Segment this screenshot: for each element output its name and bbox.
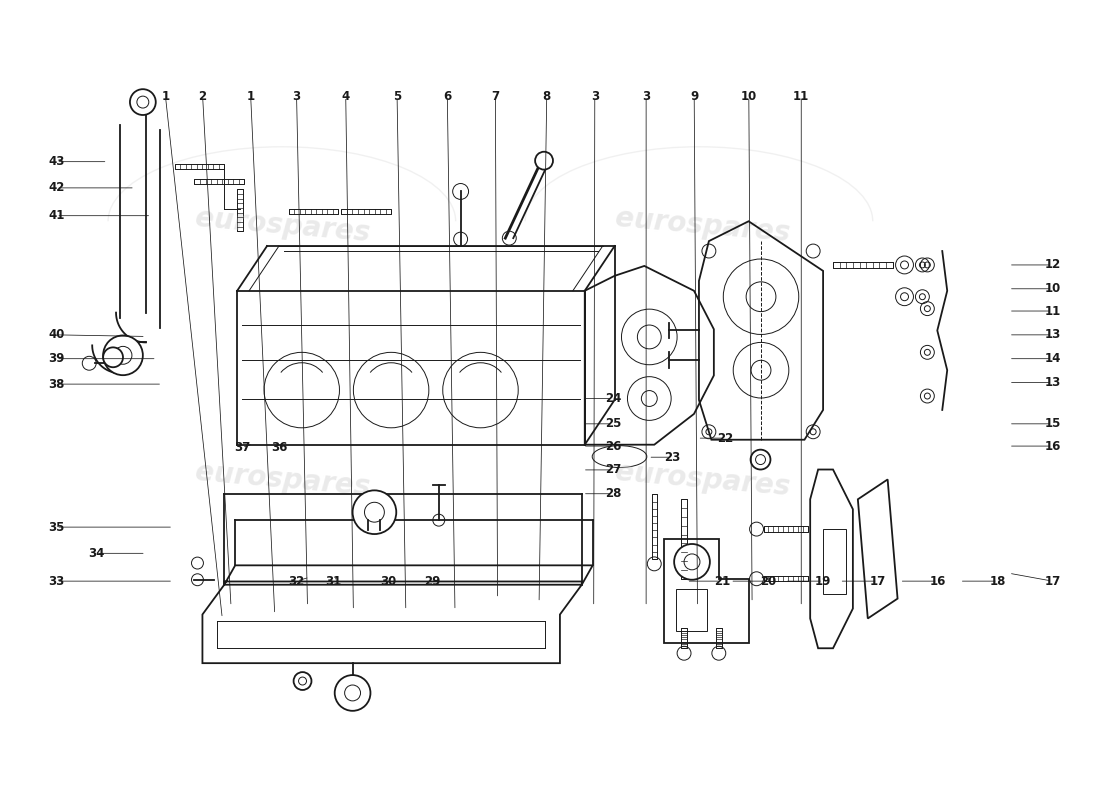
- Text: 1: 1: [162, 90, 169, 103]
- Text: 16: 16: [930, 574, 946, 588]
- Circle shape: [103, 347, 123, 367]
- Text: 35: 35: [48, 521, 65, 534]
- Text: eurospares: eurospares: [614, 204, 792, 247]
- Circle shape: [103, 335, 143, 375]
- Text: 17: 17: [870, 574, 886, 588]
- Text: 38: 38: [48, 378, 65, 390]
- Text: 32: 32: [288, 574, 305, 588]
- Text: 39: 39: [48, 352, 65, 365]
- Circle shape: [535, 152, 553, 170]
- Text: 37: 37: [234, 441, 250, 454]
- Text: 7: 7: [492, 90, 499, 103]
- Text: eurospares: eurospares: [614, 458, 792, 501]
- Text: 10: 10: [1044, 282, 1060, 295]
- Text: 15: 15: [1044, 418, 1060, 430]
- Text: 23: 23: [664, 450, 681, 464]
- Circle shape: [353, 490, 396, 534]
- Text: 4: 4: [342, 90, 350, 103]
- Text: 34: 34: [88, 547, 104, 560]
- Text: 26: 26: [605, 439, 621, 453]
- Text: eurospares: eurospares: [194, 458, 371, 501]
- Text: 2: 2: [199, 90, 207, 103]
- Text: 12: 12: [1044, 258, 1060, 271]
- Text: 11: 11: [1044, 305, 1060, 318]
- Text: 3: 3: [591, 90, 598, 103]
- Circle shape: [334, 675, 371, 711]
- Text: 3: 3: [642, 90, 650, 103]
- Circle shape: [130, 89, 156, 115]
- Text: 21: 21: [715, 574, 730, 588]
- Circle shape: [674, 544, 710, 580]
- Text: 17: 17: [1044, 574, 1060, 588]
- Text: eurospares: eurospares: [194, 204, 371, 247]
- Text: 28: 28: [605, 487, 621, 500]
- Circle shape: [294, 672, 311, 690]
- Text: 19: 19: [815, 574, 832, 588]
- Text: 25: 25: [605, 418, 621, 430]
- Text: 1: 1: [246, 90, 255, 103]
- Text: 22: 22: [717, 432, 733, 445]
- Text: 13: 13: [1044, 328, 1060, 342]
- Text: 36: 36: [271, 441, 287, 454]
- Text: 31: 31: [326, 574, 342, 588]
- Text: 20: 20: [760, 574, 777, 588]
- Text: 6: 6: [443, 90, 451, 103]
- Text: 16: 16: [1044, 439, 1060, 453]
- Text: 5: 5: [393, 90, 402, 103]
- Text: 42: 42: [48, 182, 65, 194]
- Text: 43: 43: [48, 155, 65, 168]
- Text: 10: 10: [740, 90, 757, 103]
- Text: 30: 30: [381, 574, 396, 588]
- Text: 27: 27: [605, 463, 621, 477]
- Text: 24: 24: [605, 392, 621, 405]
- Text: 9: 9: [690, 90, 698, 103]
- Circle shape: [750, 450, 770, 470]
- Text: 18: 18: [990, 574, 1006, 588]
- Text: 13: 13: [1044, 376, 1060, 389]
- Text: 14: 14: [1044, 352, 1060, 365]
- Text: 3: 3: [293, 90, 300, 103]
- Text: 29: 29: [424, 574, 440, 588]
- Text: 33: 33: [48, 574, 65, 588]
- Text: 40: 40: [48, 328, 65, 342]
- Text: 41: 41: [48, 209, 65, 222]
- Text: 11: 11: [793, 90, 810, 103]
- Text: 8: 8: [542, 90, 551, 103]
